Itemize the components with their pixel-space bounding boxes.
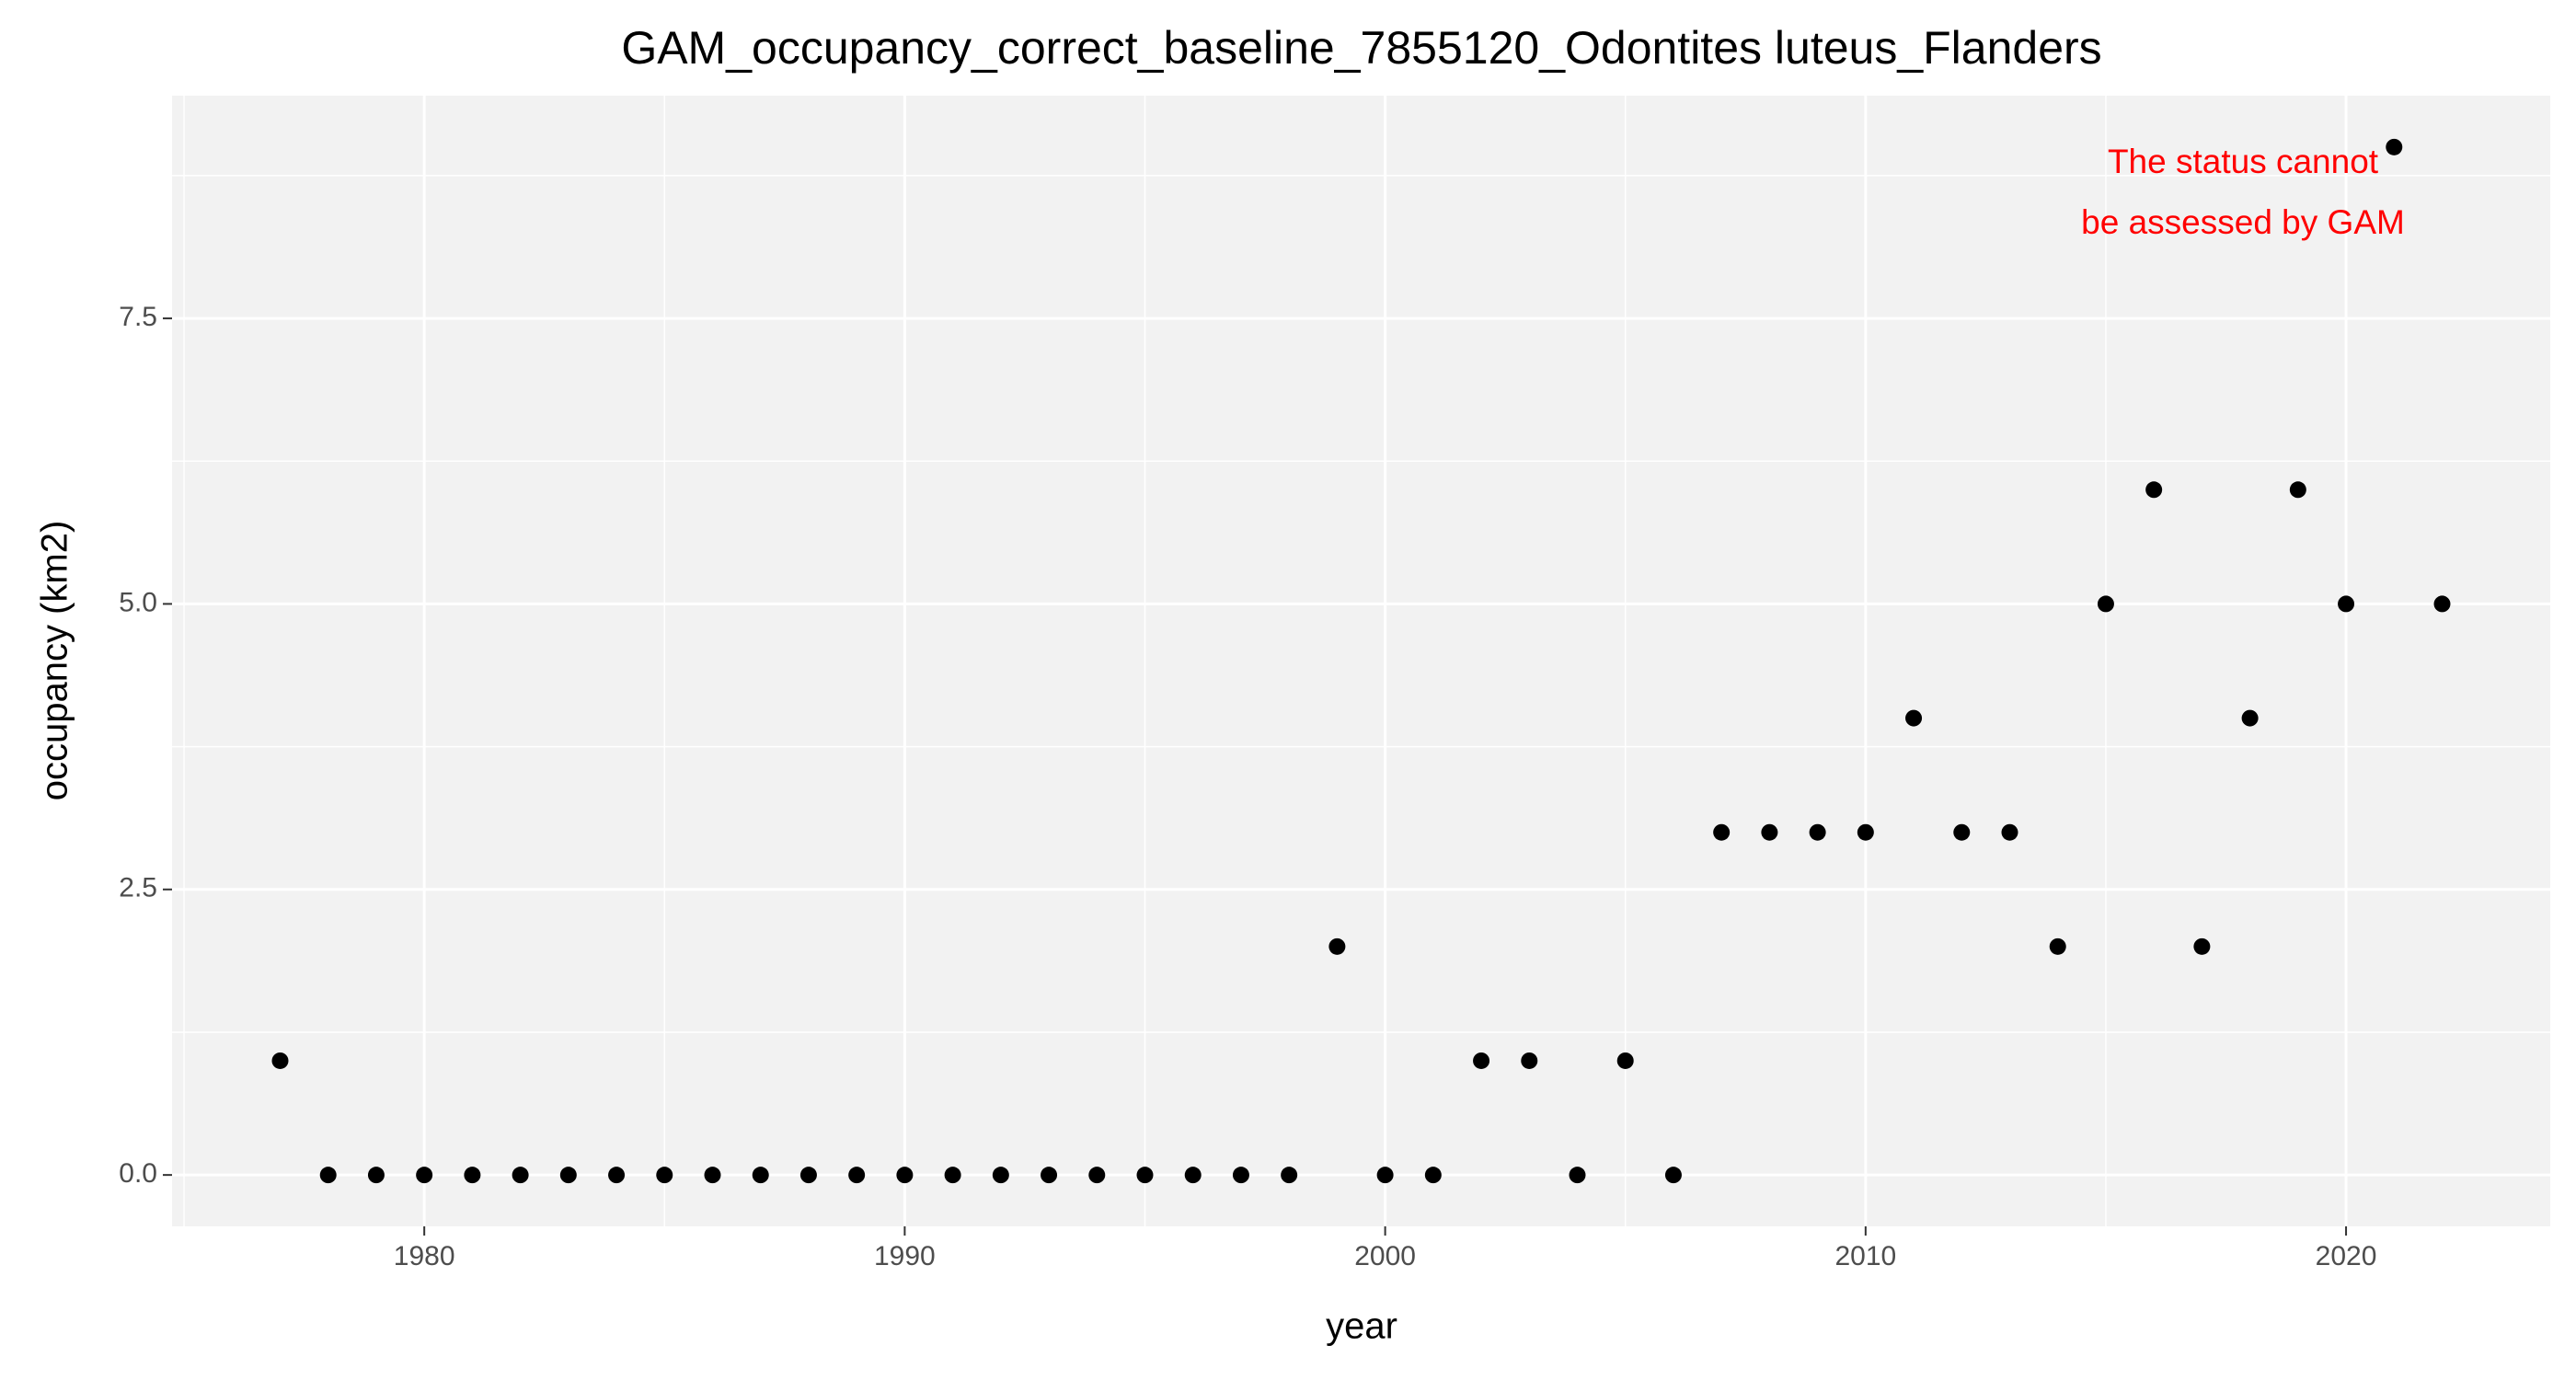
point (1184, 1167, 1202, 1184)
y-axis-label: occupancy (km2) (35, 521, 75, 801)
point (1761, 823, 1778, 841)
annotation: The status cannot (2108, 143, 2379, 180)
point (1281, 1167, 1298, 1184)
point (1905, 709, 1923, 727)
point (896, 1167, 914, 1184)
point (1136, 1167, 1154, 1184)
y-tick-label: 5.0 (119, 587, 157, 617)
point (2001, 823, 2018, 841)
point (704, 1167, 721, 1184)
point (1713, 823, 1731, 841)
point (2193, 937, 2211, 955)
point (2049, 937, 2066, 955)
y-tick-label: 7.5 (119, 302, 157, 332)
point (464, 1167, 481, 1184)
point (271, 1052, 289, 1069)
panel (172, 96, 2550, 1226)
point (1809, 823, 1826, 841)
point (656, 1167, 673, 1184)
point (2338, 595, 2355, 613)
x-tick-label: 2020 (2316, 1241, 2377, 1271)
y-tick-label: 0.0 (119, 1158, 157, 1189)
point (2386, 138, 2403, 155)
point (2145, 481, 2163, 499)
annotation: be assessed by GAM (2081, 203, 2405, 241)
point (559, 1167, 577, 1184)
point (848, 1167, 866, 1184)
chart-title: GAM_occupancy_correct_baseline_7855120_O… (621, 22, 2101, 74)
point (1953, 823, 1971, 841)
x-tick-label: 2010 (1834, 1241, 1896, 1271)
point (1376, 1167, 1394, 1184)
point (367, 1167, 385, 1184)
point (799, 1167, 817, 1184)
point (319, 1167, 337, 1184)
point (512, 1167, 529, 1184)
x-tick-label: 2000 (1354, 1241, 1416, 1271)
x-tick-label: 1980 (394, 1241, 455, 1271)
point (2433, 595, 2451, 613)
point (752, 1167, 769, 1184)
point (2097, 595, 2114, 613)
point (1424, 1167, 1442, 1184)
point (1664, 1167, 1682, 1184)
point (1569, 1167, 1586, 1184)
point (1521, 1052, 1538, 1069)
point (2289, 481, 2306, 499)
point (1232, 1167, 1249, 1184)
x-axis-label: year (1326, 1306, 1397, 1347)
point (992, 1167, 1009, 1184)
point (1041, 1167, 1058, 1184)
point (608, 1167, 626, 1184)
point (1088, 1167, 1106, 1184)
point (944, 1167, 961, 1184)
point (1328, 937, 1346, 955)
point (2241, 709, 2259, 727)
point (1857, 823, 1874, 841)
y-tick-label: 2.5 (119, 873, 157, 903)
point (1473, 1052, 1490, 1069)
point (416, 1167, 433, 1184)
point (1616, 1052, 1634, 1069)
x-tick-label: 1990 (874, 1241, 936, 1271)
